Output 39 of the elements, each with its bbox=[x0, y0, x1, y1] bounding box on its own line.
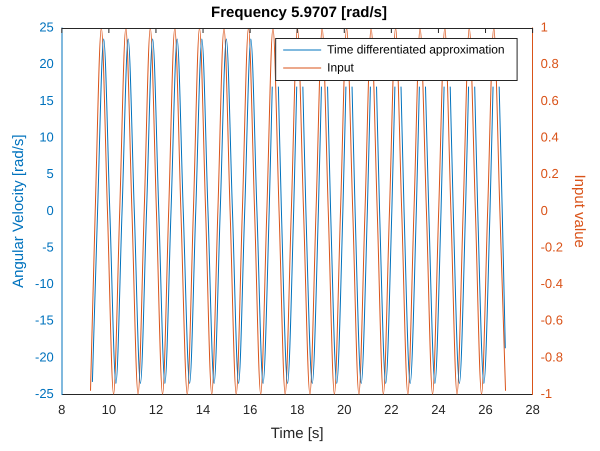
y-axis-title: Angular Velocity [rad/s] bbox=[10, 134, 28, 288]
chart-title: Frequency 5.9707 [rad/s] bbox=[211, 4, 387, 22]
y2-tick-label: -0.2 bbox=[540, 239, 564, 254]
y2-tick-label: 0.8 bbox=[540, 56, 559, 72]
x-tick-label: 24 bbox=[431, 402, 446, 417]
y-tick-label: 5 bbox=[46, 166, 54, 182]
y-tick-label: 25 bbox=[39, 20, 54, 35]
x-axis-title: Time [s] bbox=[270, 425, 324, 442]
y2-tick-label: 0.2 bbox=[540, 166, 559, 182]
x-tick-label: 12 bbox=[148, 402, 164, 417]
y-tick-label: -20 bbox=[34, 349, 54, 364]
y-tick-label: -25 bbox=[34, 386, 54, 401]
y-tick-label: 10 bbox=[39, 130, 54, 144]
y-tick-label: -15 bbox=[34, 312, 54, 328]
x-tick-label: 16 bbox=[242, 402, 258, 417]
y-tick-label: -5 bbox=[42, 239, 54, 254]
legend-label: Time differentiated approximation bbox=[327, 42, 505, 56]
x-tick-label: 14 bbox=[196, 402, 210, 417]
y2-tick-label: 0.4 bbox=[540, 130, 559, 144]
y-tick-label: 0 bbox=[46, 202, 54, 218]
x-tick-label: 8 bbox=[58, 402, 66, 417]
x-tick-label: 26 bbox=[478, 402, 493, 417]
y2-tick-label: -0.4 bbox=[540, 276, 564, 292]
y-tick-label: 15 bbox=[39, 92, 54, 108]
x-tick-label: 10 bbox=[102, 402, 116, 417]
x-tick-label: 22 bbox=[384, 402, 399, 417]
y-tick-label: -10 bbox=[34, 276, 54, 292]
y2-tick-label: -0.8 bbox=[540, 349, 564, 364]
y2-tick-label: -1 bbox=[540, 386, 552, 401]
x-tick-label: 28 bbox=[525, 402, 540, 417]
legend-label: Input bbox=[327, 60, 355, 74]
y2-tick-label: 0 bbox=[540, 202, 548, 218]
x-tick-label: 20 bbox=[337, 402, 352, 417]
x-tick-label: 18 bbox=[290, 402, 304, 417]
y2-axis-title: Input value bbox=[570, 174, 588, 248]
y2-tick-label: 0.6 bbox=[540, 92, 559, 108]
y2-tick-label: 1 bbox=[540, 20, 548, 35]
y2-tick-label: -0.6 bbox=[540, 312, 564, 328]
y-tick-label: 20 bbox=[39, 56, 54, 72]
